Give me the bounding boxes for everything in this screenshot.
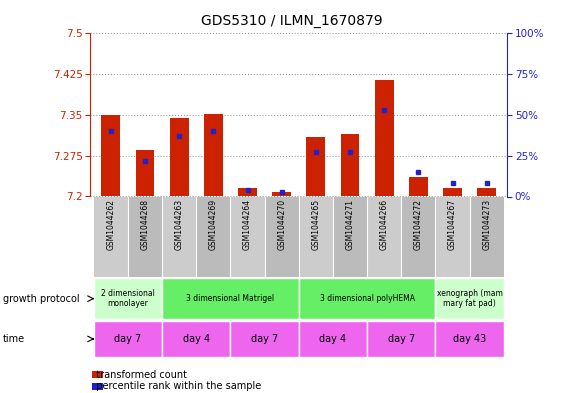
Bar [307, 137, 325, 196]
Text: GSM1044262: GSM1044262 [106, 199, 115, 250]
Bar [162, 196, 196, 277]
Bar [162, 321, 230, 357]
Bar [443, 188, 462, 196]
Text: day 7: day 7 [251, 334, 278, 344]
Text: transformed count: transformed count [90, 369, 187, 380]
Text: GSM1044265: GSM1044265 [311, 199, 321, 250]
Bar [436, 321, 504, 357]
Bar [299, 196, 333, 277]
Text: growth protocol: growth protocol [3, 294, 79, 304]
Bar [136, 150, 154, 196]
Text: day 4: day 4 [182, 334, 210, 344]
Bar [436, 196, 470, 277]
Bar [128, 196, 162, 277]
Bar [367, 196, 401, 277]
Bar [409, 178, 428, 196]
Text: time: time [3, 334, 25, 344]
Bar [299, 321, 367, 357]
Bar [94, 278, 162, 320]
Text: GSM1044266: GSM1044266 [380, 199, 389, 250]
Text: GSM1044264: GSM1044264 [243, 199, 252, 250]
Text: GSM1044271: GSM1044271 [346, 199, 354, 250]
Text: GSM1044272: GSM1044272 [414, 199, 423, 250]
Bar [299, 278, 436, 320]
Bar [230, 321, 298, 357]
Text: day 7: day 7 [114, 334, 142, 344]
Bar [333, 196, 367, 277]
Text: GSM1044267: GSM1044267 [448, 199, 457, 250]
Text: GDS5310 / ILMN_1670879: GDS5310 / ILMN_1670879 [201, 14, 382, 28]
Text: GSM1044270: GSM1044270 [277, 199, 286, 250]
Bar [340, 134, 360, 196]
Text: 3 dimensional Matrigel: 3 dimensional Matrigel [187, 294, 275, 303]
Text: xenograph (mam
mary fat pad): xenograph (mam mary fat pad) [437, 289, 503, 309]
Bar [94, 321, 162, 357]
Bar [470, 196, 504, 277]
Bar [101, 115, 120, 196]
Bar [265, 196, 299, 277]
Text: day 7: day 7 [388, 334, 415, 344]
Text: GSM1044268: GSM1044268 [141, 199, 149, 250]
Text: 3 dimensional polyHEMA: 3 dimensional polyHEMA [319, 294, 415, 303]
Bar [162, 278, 299, 320]
Bar [367, 321, 436, 357]
Text: day 43: day 43 [453, 334, 486, 344]
Bar [94, 196, 128, 277]
Bar [436, 278, 504, 320]
Bar [170, 118, 188, 196]
Text: GSM1044269: GSM1044269 [209, 199, 218, 250]
Text: 2 dimensional
monolayer: 2 dimensional monolayer [101, 289, 155, 309]
Bar [196, 196, 230, 277]
Bar [238, 188, 257, 196]
Bar [477, 188, 496, 196]
Text: GSM1044273: GSM1044273 [482, 199, 491, 250]
Bar [375, 80, 394, 196]
Bar [204, 114, 223, 196]
Bar [272, 192, 291, 196]
Text: percentile rank within the sample: percentile rank within the sample [90, 381, 262, 391]
Text: GSM1044263: GSM1044263 [175, 199, 184, 250]
Text: day 4: day 4 [319, 334, 346, 344]
Bar [230, 196, 265, 277]
Bar [401, 196, 436, 277]
